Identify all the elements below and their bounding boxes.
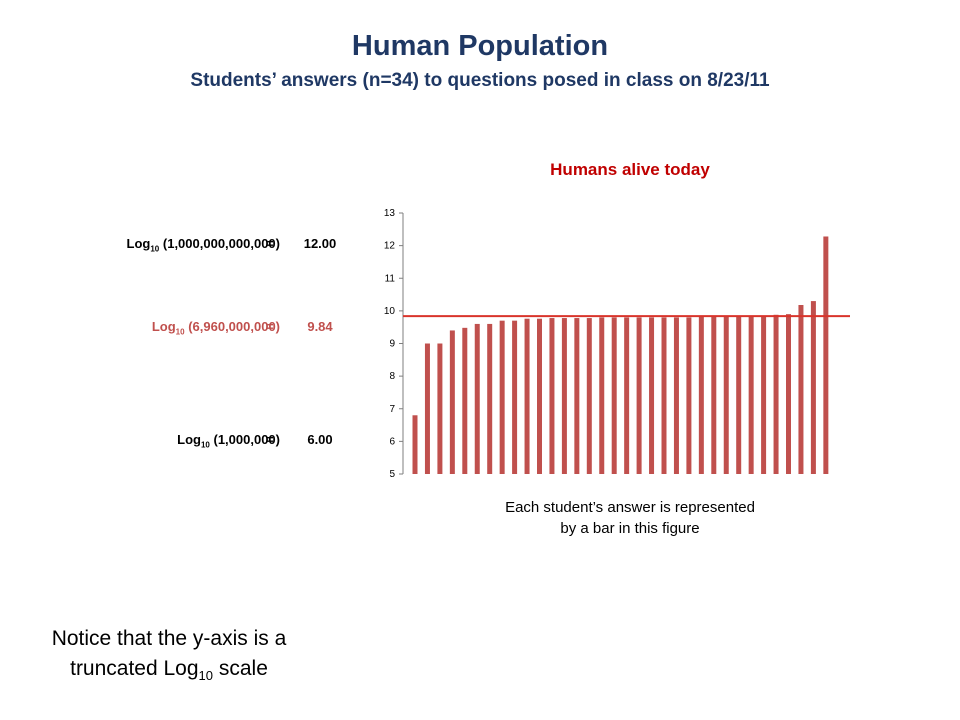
bar xyxy=(487,323,493,474)
bar xyxy=(462,327,468,474)
equals-sign: = xyxy=(266,319,274,334)
bar xyxy=(649,317,655,474)
bar xyxy=(624,317,630,474)
bar xyxy=(773,314,779,474)
bar xyxy=(449,330,455,474)
bar xyxy=(474,323,480,474)
bar xyxy=(723,316,729,474)
bar xyxy=(599,317,605,474)
y-tick-label: 10 xyxy=(384,306,396,317)
chart-title: Humans alive today xyxy=(550,160,710,179)
bar xyxy=(424,343,430,474)
bar-note: Each student’s answer is represented by … xyxy=(440,497,820,539)
bar xyxy=(549,318,555,474)
bar xyxy=(686,317,692,474)
bar-note-line2: by a bar in this figure xyxy=(560,520,700,537)
log-expression: Log10 (1,000,000) xyxy=(177,432,280,450)
bar-note-line1: Each student’s answer is represented xyxy=(505,499,755,516)
bar xyxy=(611,317,617,474)
y-tick-label: 5 xyxy=(389,469,395,480)
y-tick-label: 6 xyxy=(389,436,395,447)
y-tick-label: 7 xyxy=(389,404,395,415)
bar xyxy=(437,343,443,474)
bar xyxy=(798,305,804,474)
bar xyxy=(661,317,667,474)
bar xyxy=(574,318,580,474)
bar xyxy=(636,317,642,474)
y-tick-label: 13 xyxy=(384,208,396,219)
bar xyxy=(736,316,742,474)
bar xyxy=(786,314,791,474)
notice-line2: truncated Log10 scale xyxy=(70,657,268,684)
y-tick-label: 12 xyxy=(384,241,396,252)
page-subtitle: Students’ answers (n=34) to questions po… xyxy=(190,70,770,91)
bar xyxy=(698,316,704,474)
bar xyxy=(561,318,567,474)
bar xyxy=(761,315,767,474)
bar xyxy=(586,318,592,474)
bar xyxy=(537,318,542,474)
log-value: 9.84 xyxy=(307,319,333,334)
y-tick-label: 8 xyxy=(389,371,395,382)
bar xyxy=(810,301,816,474)
y-tick-label: 9 xyxy=(389,339,395,350)
page-title: Human Population xyxy=(351,30,609,62)
bar xyxy=(499,320,505,474)
bar xyxy=(412,415,418,474)
bar xyxy=(512,320,518,474)
log-value: 6.00 xyxy=(307,432,333,447)
y-tick-label: 11 xyxy=(385,273,396,284)
bar xyxy=(823,236,829,474)
notice-text: Notice that the y-axis is a truncated Lo… xyxy=(14,624,324,691)
notice-line1: Notice that the y-axis is a xyxy=(51,627,287,650)
bar xyxy=(711,316,717,474)
log-expression: Log10 (6,960,000,000) xyxy=(151,319,280,337)
equals-sign: = xyxy=(266,236,274,251)
log-expression: Log10 (1,000,000,000,000) xyxy=(126,236,280,254)
bar-chart: 5 6 7 8 9 10 11 12 13 xyxy=(384,208,850,480)
bar xyxy=(748,316,754,474)
bar xyxy=(673,317,679,474)
bar xyxy=(524,318,530,474)
equals-sign: = xyxy=(266,432,274,447)
log-value: 12.00 xyxy=(303,236,337,251)
